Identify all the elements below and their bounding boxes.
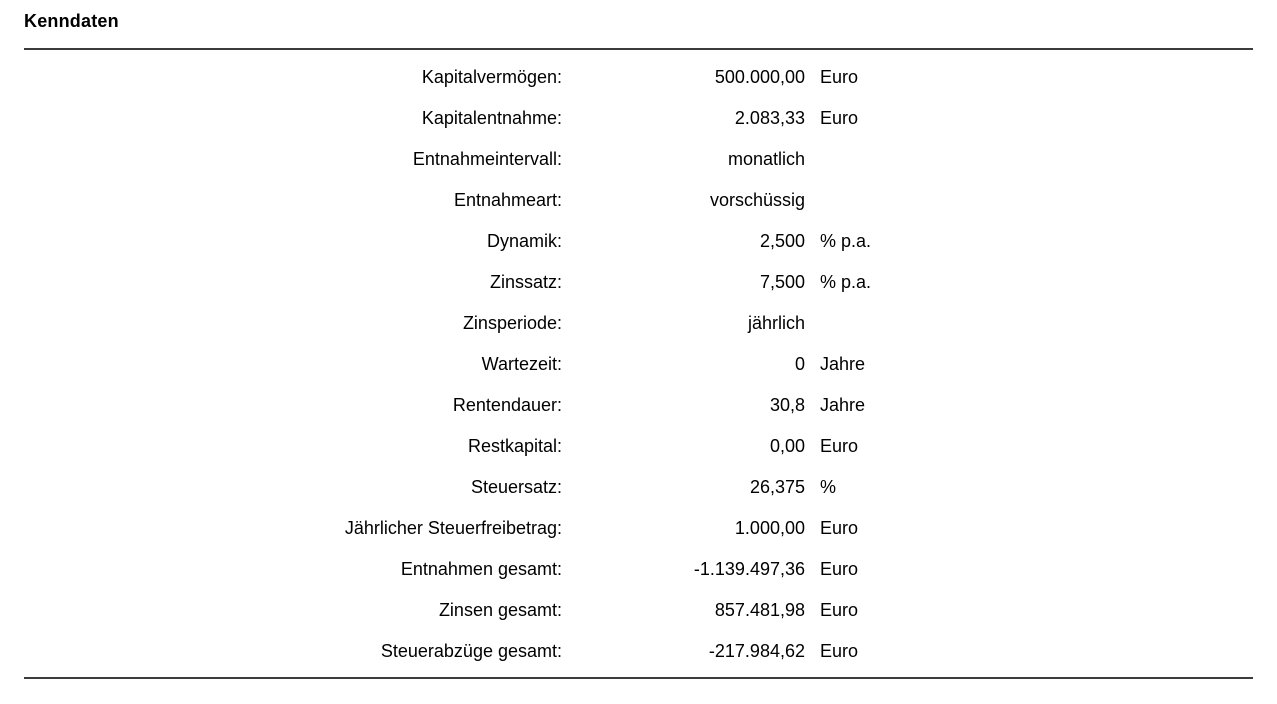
row-value: 1.000,00: [734, 518, 805, 538]
row-unit: Euro: [820, 518, 859, 538]
row-unit: Euro: [820, 67, 859, 87]
row-label: Kapitalvermögen:: [421, 67, 562, 87]
row-unit: Euro: [820, 600, 859, 620]
table-row-restkapital: Restkapital: 0,00 Euro: [24, 426, 1253, 467]
table-row-kapitalvermoegen: Kapitalvermögen: 500.000,00 Euro: [24, 57, 1253, 98]
row-unit: Euro: [820, 436, 859, 456]
row-value: 857.481,98: [714, 600, 805, 620]
table-row-entnahmen-gesamt: Entnahmen gesamt: -1.139.497,36 Euro: [24, 549, 1253, 590]
table-row-steuersatz: Steuersatz: 26,375 %: [24, 467, 1253, 508]
row-value: 30,8: [769, 395, 805, 415]
row-label: Entnahmen gesamt:: [400, 559, 562, 579]
row-value: 2,500: [759, 231, 805, 251]
row-label: Zinsperiode:: [462, 313, 562, 333]
report-header: Kenndaten: [0, 0, 1277, 32]
row-value: -217.984,62: [708, 641, 805, 661]
row-value: monatlich: [727, 149, 805, 169]
row-label: Rentendauer:: [452, 395, 562, 415]
row-unit: Jahre: [820, 395, 866, 415]
row-value: 26,375: [749, 477, 805, 497]
table-row-entnahmeintervall: Entnahmeintervall: monatlich: [24, 139, 1253, 180]
row-label: Steuersatz:: [470, 477, 562, 497]
row-unit: % p.a.: [820, 231, 872, 251]
row-unit: Euro: [820, 108, 859, 128]
row-label: Zinssatz:: [489, 272, 562, 292]
table-row-dynamik: Dynamik: 2,500 % p.a.: [24, 221, 1253, 262]
row-label: Jährlicher Steuerfreibetrag:: [344, 518, 562, 538]
table-row-wartezeit: Wartezeit: 0 Jahre: [24, 344, 1253, 385]
row-value: 7,500: [759, 272, 805, 292]
row-value: 2.083,33: [734, 108, 805, 128]
row-label: Entnahmeintervall:: [412, 149, 562, 169]
top-rule: [24, 48, 1253, 50]
row-value: 500.000,00: [714, 67, 805, 87]
row-value: vorschüssig: [709, 190, 805, 210]
table-row-steuerfreibetrag: Jährlicher Steuerfreibetrag: 1.000,00 Eu…: [24, 508, 1253, 549]
row-value: -1.139.497,36: [693, 559, 805, 579]
row-unit: %: [820, 477, 837, 497]
table-row-entnahmeart: Entnahmeart: vorschüssig: [24, 180, 1253, 221]
row-label: Wartezeit:: [481, 354, 562, 374]
table-row-zinssatz: Zinssatz: 7,500 % p.a.: [24, 262, 1253, 303]
table-row-zinsperiode: Zinsperiode: jährlich: [24, 303, 1253, 344]
row-label: Zinsen gesamt:: [438, 600, 562, 620]
row-value: 0,00: [769, 436, 805, 456]
bottom-rule: [24, 677, 1253, 679]
row-label: Restkapital:: [467, 436, 562, 456]
table-row-kapitalentnahme: Kapitalentnahme: 2.083,33 Euro: [24, 98, 1253, 139]
row-unit: Jahre: [820, 354, 866, 374]
row-label: Dynamik:: [486, 231, 562, 251]
key-data-table: Kapitalvermögen: 500.000,00 Euro Kapital…: [24, 57, 1253, 672]
page-title: Kenndaten: [24, 11, 119, 31]
row-unit: Euro: [820, 641, 859, 661]
row-label: Entnahmeart:: [453, 190, 562, 210]
row-value: 0: [794, 354, 805, 374]
table-row-steuerabzuege-gesamt: Steuerabzüge gesamt: -217.984,62 Euro: [24, 631, 1253, 672]
row-label: Kapitalentnahme:: [421, 108, 562, 128]
row-unit: Euro: [820, 559, 859, 579]
table-row-zinsen-gesamt: Zinsen gesamt: 857.481,98 Euro: [24, 590, 1253, 631]
row-label: Steuerabzüge gesamt:: [380, 641, 562, 661]
row-unit: % p.a.: [820, 272, 872, 292]
row-value: jährlich: [747, 313, 805, 333]
table-row-rentendauer: Rentendauer: 30,8 Jahre: [24, 385, 1253, 426]
